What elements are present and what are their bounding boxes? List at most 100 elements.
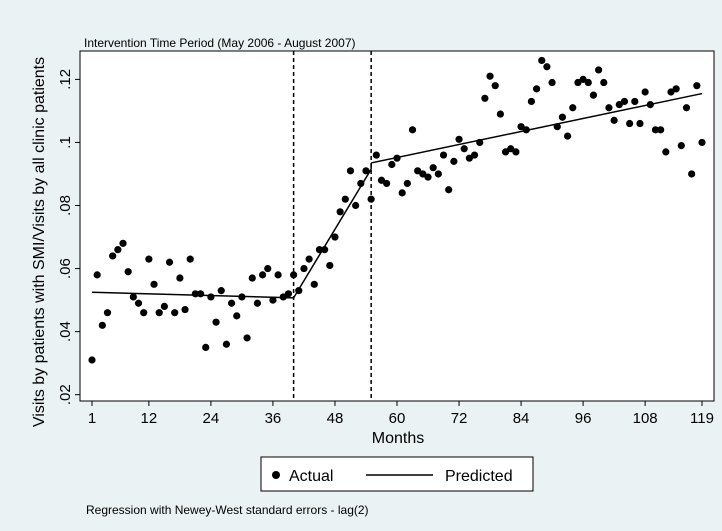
y-axis: .02 .04 .06 .08 .1 .12 <box>57 69 80 405</box>
actual-point <box>346 167 355 175</box>
actual-point <box>445 186 453 194</box>
x-tick-label: 60 <box>389 410 406 427</box>
x-tick-label: 36 <box>265 410 282 427</box>
actual-point <box>222 340 231 348</box>
actual-point <box>243 334 251 342</box>
actual-point <box>672 85 680 93</box>
actual-point <box>258 271 267 279</box>
y-tick-label: .12 <box>57 69 74 90</box>
actual-point <box>305 255 313 263</box>
actual-point <box>398 189 406 197</box>
actual-point <box>620 97 629 106</box>
actual-point <box>93 271 101 279</box>
actual-point <box>429 164 437 172</box>
actual-point <box>134 299 143 307</box>
actual-point <box>682 104 691 112</box>
actual-point <box>693 82 701 90</box>
actual-point <box>103 309 112 317</box>
actual-point <box>579 75 587 83</box>
actual-point <box>626 119 634 128</box>
actual-point <box>233 312 241 320</box>
x-axis-title: Months <box>372 430 424 447</box>
actual-point <box>543 63 551 71</box>
actual-point <box>641 88 649 96</box>
actual-point <box>610 116 618 124</box>
actual-point <box>217 287 225 295</box>
actual-point <box>160 302 168 311</box>
actual-point <box>341 195 349 203</box>
actual-point <box>698 138 706 147</box>
actual-point <box>517 123 525 131</box>
actual-point <box>636 119 644 128</box>
actual-point <box>481 94 489 102</box>
legend-predicted-label: Predicted <box>445 468 513 485</box>
y-tick-label: .02 <box>57 384 74 405</box>
y-tick-label: .08 <box>57 195 74 216</box>
y-axis-title: Visits by patients with SMI/Visits by al… <box>31 57 48 427</box>
x-tick-label: 1 <box>88 410 96 427</box>
actual-point <box>450 157 458 165</box>
actual-point <box>388 160 396 169</box>
actual-point <box>186 255 194 263</box>
actual-point <box>538 56 546 65</box>
actual-point <box>558 113 567 121</box>
intervention-lines <box>292 51 372 401</box>
actual-point <box>165 258 174 266</box>
regression-note: Regression with Newey-West standard erro… <box>86 503 369 517</box>
predicted-line-segment <box>91 291 294 299</box>
actual-point <box>150 280 158 288</box>
actual-point <box>486 72 494 80</box>
actual-point <box>124 268 132 276</box>
actual-point <box>424 173 432 181</box>
x-tick-label: 72 <box>451 410 468 427</box>
actual-point <box>455 135 463 143</box>
actual-point <box>336 208 344 216</box>
actual-point <box>207 293 215 301</box>
actual-point <box>414 167 422 175</box>
actual-point <box>140 309 148 317</box>
actual-point <box>248 274 256 282</box>
intervention-annotation: Intervention Time Period (May 2006 - Aug… <box>84 36 355 50</box>
actual-point <box>383 179 391 188</box>
actual-point <box>507 145 515 153</box>
actual-point <box>357 179 365 188</box>
actual-point <box>212 318 220 326</box>
legend: Actual Predicted <box>260 456 534 492</box>
actual-point <box>688 170 696 178</box>
predicted-line-segment <box>292 168 372 299</box>
actual-point <box>470 151 479 159</box>
actual-point <box>119 239 127 247</box>
actual-point <box>657 126 665 134</box>
actual-point <box>662 148 670 156</box>
actual-point <box>677 141 685 150</box>
y-tick-label: .06 <box>57 258 74 279</box>
actual-point <box>605 104 613 112</box>
actual-point <box>310 280 318 288</box>
actual-point <box>88 356 96 364</box>
actual-point <box>501 148 510 156</box>
actual-point <box>532 85 541 93</box>
actual-point <box>595 66 603 74</box>
actual-point <box>631 97 639 106</box>
legend-box <box>260 456 534 492</box>
actual-point <box>98 321 106 329</box>
x-tick-label: 96 <box>575 410 592 427</box>
actual-point <box>300 264 308 273</box>
actual-point <box>202 343 210 351</box>
actual-point <box>181 305 189 314</box>
actual-point <box>129 293 137 301</box>
actual-point <box>527 97 536 106</box>
actual-point <box>408 126 417 134</box>
actual-point <box>274 271 282 279</box>
actual-point <box>109 252 117 260</box>
x-axis: 1 12 24 36 48 60 72 84 96 108 119 <box>88 401 714 427</box>
actual-point <box>269 296 277 304</box>
x-tick-label: 24 <box>203 410 220 427</box>
actual-point <box>264 264 272 273</box>
actual-point <box>667 88 675 96</box>
actual-point <box>569 104 577 112</box>
actual-point <box>321 246 329 254</box>
actual-point <box>548 78 556 87</box>
actual-point <box>331 233 339 241</box>
actual-point <box>600 78 608 87</box>
